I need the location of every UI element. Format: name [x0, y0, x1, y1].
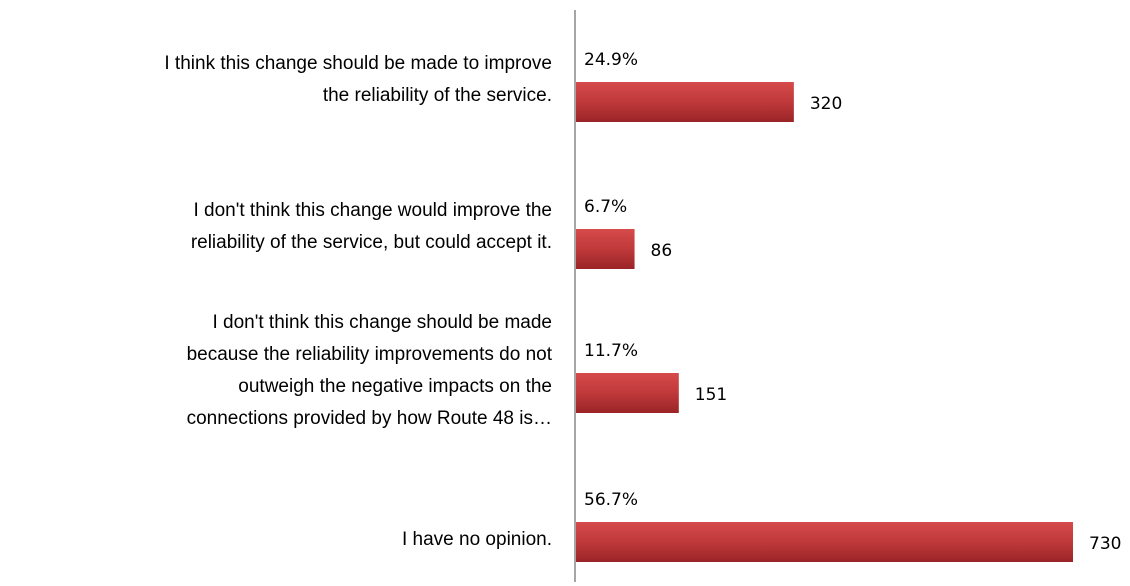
category-label: outweigh the negative impacts on the [238, 376, 552, 397]
value-label: 86 [651, 241, 673, 261]
value-label: 320 [810, 94, 842, 114]
bar [576, 373, 679, 413]
category-label: I have no opinion. [402, 529, 552, 550]
category-label: I think this change should be made to im… [164, 53, 552, 74]
percent-label: 24.9% [584, 50, 638, 70]
percent-label: 56.7% [584, 490, 638, 510]
category-label: connections provided by how Route 48 is… [187, 408, 552, 429]
value-label: 151 [695, 385, 727, 405]
category-label: because the reliability improvements do … [187, 344, 553, 365]
percent-label: 6.7% [584, 197, 627, 217]
bar [576, 522, 1073, 562]
category-label: the reliability of the service. [323, 85, 552, 106]
value-label: 730 [1089, 534, 1121, 554]
category-label: I don't think this change should be made [212, 312, 552, 333]
bar [576, 229, 635, 269]
percent-label: 11.7% [584, 341, 638, 361]
category-label: I don't think this change would improve … [193, 200, 552, 221]
bar [576, 82, 794, 122]
category-label: reliability of the service, but could ac… [191, 232, 552, 253]
